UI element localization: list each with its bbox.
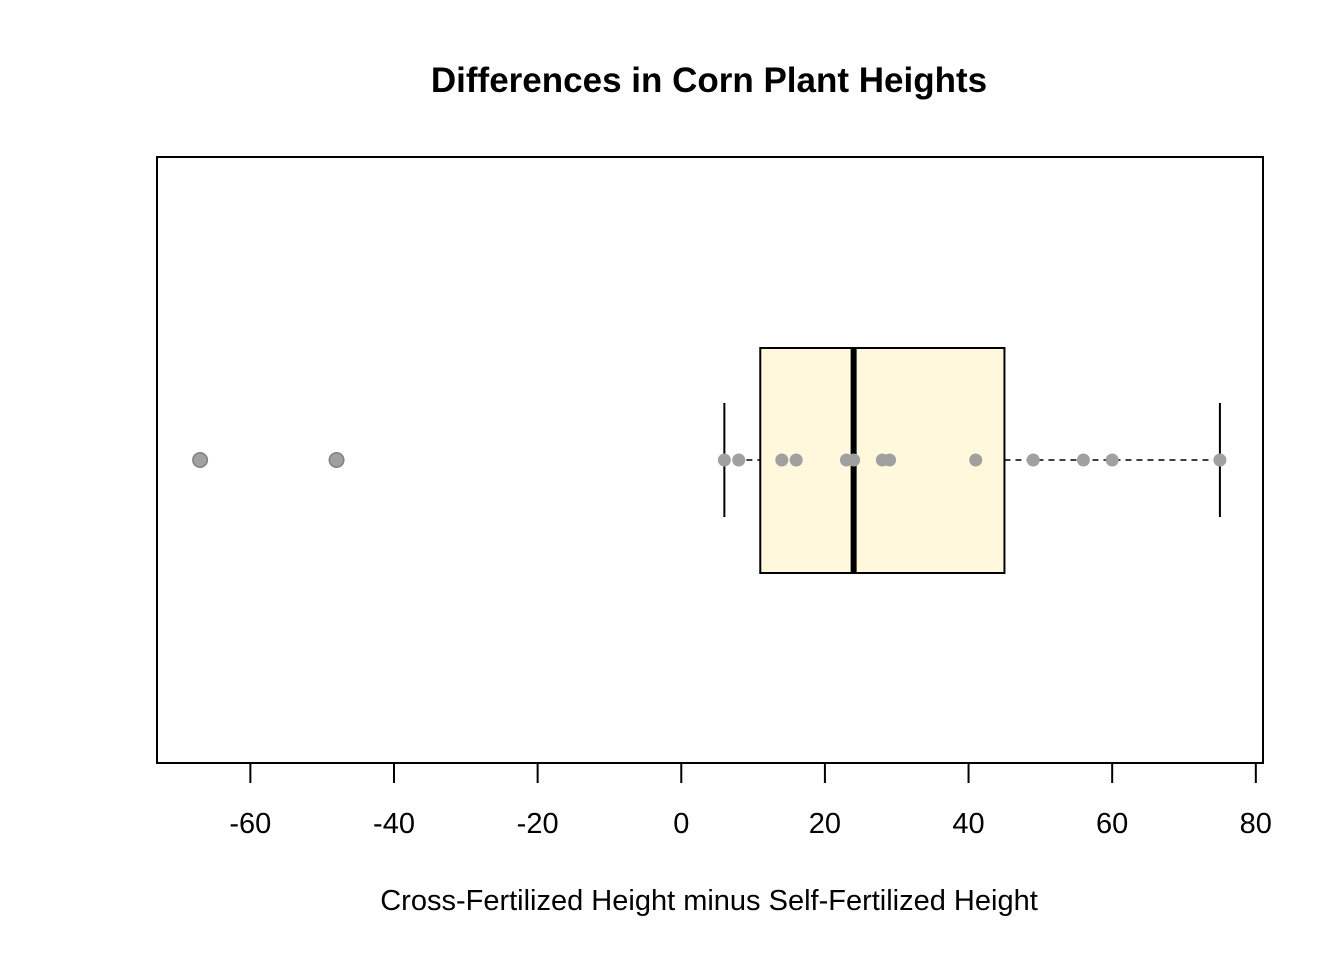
x-tick-label: -20 bbox=[517, 808, 559, 840]
outlier-marker bbox=[328, 452, 345, 468]
outlier-marker bbox=[192, 452, 209, 468]
x-axis-label: Cross-Fertilized Height minus Self-Ferti… bbox=[380, 885, 1038, 917]
data-point bbox=[1076, 453, 1090, 467]
data-point bbox=[732, 453, 746, 467]
data-point bbox=[775, 453, 789, 467]
data-point bbox=[717, 453, 731, 467]
x-axis: -60 -40 -20 0 20 40 60 80 bbox=[229, 762, 1272, 840]
x-tick-label: -40 bbox=[373, 808, 415, 840]
data-point bbox=[969, 453, 983, 467]
x-tick-label: 80 bbox=[1240, 808, 1272, 840]
x-tick-label: 0 bbox=[673, 808, 689, 840]
data-point bbox=[330, 453, 344, 467]
data-point bbox=[847, 453, 861, 467]
x-tick-label: -60 bbox=[229, 808, 271, 840]
data-point bbox=[193, 453, 207, 467]
data-point bbox=[1026, 453, 1040, 467]
plot-layer bbox=[192, 347, 1227, 574]
data-point bbox=[1105, 453, 1119, 467]
chart-title: Differences in Corn Plant Heights bbox=[431, 61, 987, 100]
x-tick-label: 60 bbox=[1096, 808, 1128, 840]
x-tick-label: 20 bbox=[809, 808, 841, 840]
data-point bbox=[1213, 453, 1227, 467]
data-point bbox=[883, 453, 897, 467]
data-point bbox=[789, 453, 803, 467]
x-tick-label: 40 bbox=[952, 808, 984, 840]
